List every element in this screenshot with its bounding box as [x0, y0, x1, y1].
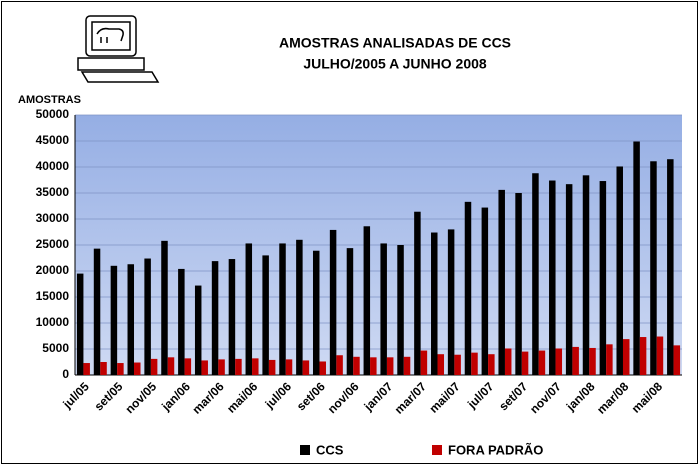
bar [471, 352, 478, 375]
bar [262, 255, 269, 375]
bar [329, 229, 337, 375]
bar [302, 360, 310, 375]
y-tick-label: 0 [62, 367, 69, 381]
bar [616, 166, 623, 375]
y-tick-label: 50000 [36, 107, 70, 121]
bar [650, 161, 657, 375]
bar [144, 258, 151, 375]
bar [353, 356, 360, 375]
bar [285, 359, 293, 375]
bar [336, 355, 343, 375]
bar [521, 351, 529, 375]
bar [127, 264, 135, 375]
bar [184, 358, 192, 375]
bar [420, 350, 428, 375]
bar [464, 201, 472, 375]
bar [76, 273, 84, 375]
bar [201, 360, 208, 375]
y-tick-label: 5000 [42, 341, 69, 355]
bar [346, 248, 354, 375]
bar [110, 265, 118, 375]
bar [549, 180, 556, 375]
legend-swatch [300, 445, 310, 455]
legend-swatch [432, 445, 442, 455]
bar [498, 189, 505, 375]
bar [606, 344, 613, 375]
bar [235, 358, 242, 375]
bar [167, 357, 175, 375]
bar [447, 229, 455, 375]
bar [538, 350, 546, 375]
bar [481, 207, 489, 375]
bar [296, 239, 303, 375]
legend-label: CCS [316, 442, 344, 457]
y-tick-label: 15000 [36, 289, 70, 303]
bar [319, 361, 326, 375]
bar [572, 346, 579, 375]
bar [431, 232, 438, 375]
bar [93, 248, 101, 375]
bar [150, 358, 158, 375]
bar [228, 259, 236, 375]
y-tick-label: 10000 [36, 315, 70, 329]
y-tick-label: 45000 [36, 133, 70, 147]
y-tick-label: 30000 [36, 211, 70, 225]
bar [633, 141, 640, 375]
bar [380, 243, 387, 375]
y-tick-label: 25000 [36, 237, 70, 251]
bar [245, 243, 253, 375]
bar [312, 250, 320, 375]
bar [599, 181, 607, 375]
bar [565, 184, 573, 375]
bar [218, 359, 225, 375]
bar [437, 354, 445, 375]
bar [117, 363, 124, 375]
bar [403, 356, 411, 375]
bar [582, 175, 590, 375]
bar [83, 363, 90, 375]
bar [268, 359, 276, 375]
bar [656, 336, 664, 375]
bar [414, 211, 421, 375]
bar [397, 245, 404, 375]
y-tick-label: 40000 [36, 159, 70, 173]
bar [161, 240, 168, 375]
bar [386, 357, 394, 375]
chart-title: AMOSTRAS ANALISADAS DE CCS [279, 35, 511, 51]
bar [363, 226, 371, 375]
bar [252, 358, 259, 375]
bar [504, 348, 512, 375]
bar [532, 173, 539, 375]
bar [211, 261, 219, 375]
bar [555, 348, 563, 375]
bar [667, 159, 674, 375]
y-axis-label: AMOSTRAS [18, 94, 81, 106]
bar [488, 354, 495, 375]
legend-label: FORA PADRÃO [448, 442, 543, 457]
bar [134, 362, 141, 375]
bar [639, 337, 647, 375]
bar [178, 268, 185, 375]
y-tick-label: 35000 [36, 185, 70, 199]
bar [194, 285, 202, 375]
bar [279, 243, 286, 375]
bar [673, 345, 681, 375]
bar [100, 362, 107, 375]
bar [515, 193, 522, 375]
bar [454, 354, 461, 375]
bar [370, 357, 377, 375]
chart-subtitle: JULHO/2005 A JUNHO 2008 [303, 56, 487, 72]
computer-icon [77, 15, 160, 83]
y-tick-label: 20000 [36, 263, 70, 277]
bar [622, 339, 630, 375]
bar [589, 347, 596, 375]
